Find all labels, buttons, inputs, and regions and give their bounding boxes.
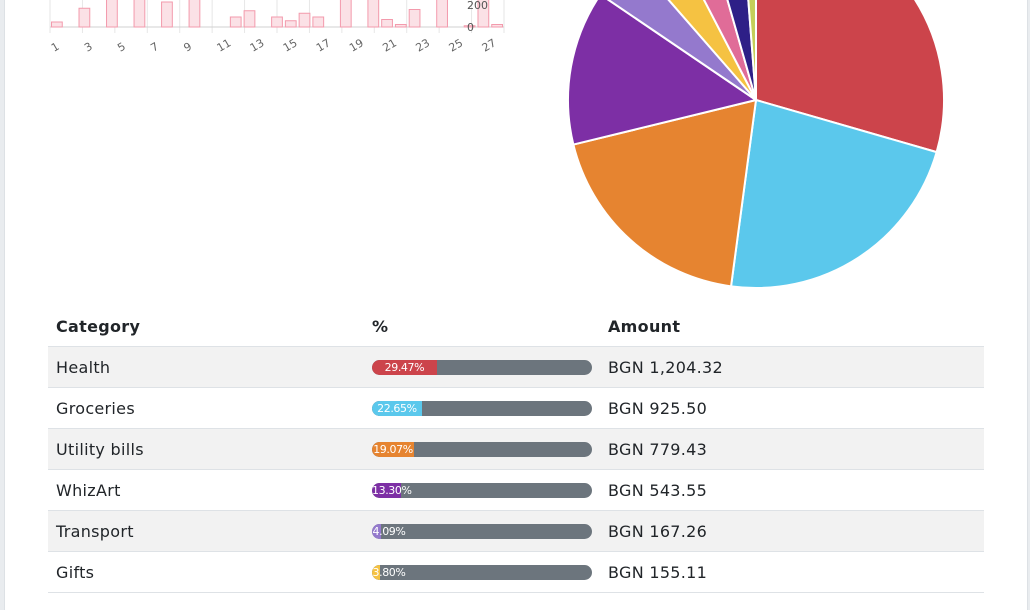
category-pie-chart <box>567 0 945 289</box>
row-category: Health <box>48 346 364 388</box>
pie-slice[interactable] <box>572 98 758 288</box>
bar <box>477 0 490 28</box>
x-tick-label: 25 <box>447 36 466 54</box>
pie-slice[interactable] <box>729 98 938 289</box>
x-tick-label: 1 <box>49 40 62 55</box>
row-category: WhizArt <box>48 469 364 511</box>
x-tick-label: 3 <box>82 40 95 55</box>
row-category: Utility bills <box>48 428 364 470</box>
bar <box>133 0 146 28</box>
row-category: Transport <box>48 510 364 552</box>
bar <box>394 24 407 28</box>
x-tick-label: 7 <box>148 40 161 55</box>
row-category: Gifts <box>48 551 364 593</box>
x-tick-label: 13 <box>248 36 267 54</box>
pie-slice[interactable] <box>669 0 757 101</box>
bar <box>436 0 448 28</box>
row-percent-cell: 3.80% <box>364 551 600 593</box>
row-amount: BGN 155.11 <box>600 551 984 593</box>
header-amount[interactable]: Amount <box>600 306 984 347</box>
bar <box>106 0 118 28</box>
pie-slice[interactable] <box>742 0 757 101</box>
row-category: Groceries <box>48 387 364 429</box>
bar <box>188 0 201 28</box>
percent-progress-bar: 29.47% <box>372 359 592 375</box>
row-amount: BGN 1,204.32 <box>600 346 984 388</box>
bar <box>367 0 380 28</box>
row-percent-cell: 29.47% <box>364 346 600 388</box>
x-tick-label: 19 <box>347 36 366 54</box>
row-amount: BGN 925.50 <box>600 387 984 429</box>
x-tick-label: 27 <box>480 36 499 54</box>
row-amount: BGN 167.26 <box>600 510 984 552</box>
percent-progress-label: 22.65% <box>377 401 417 415</box>
x-tick-label: 15 <box>281 36 300 54</box>
row-percent-cell: 19.07% <box>364 428 600 470</box>
table-row: Utility bills 19.07% BGN 779.43 <box>48 428 984 470</box>
percent-progress-fill <box>372 400 422 416</box>
x-tick-label: 9 <box>182 40 195 55</box>
percent-progress-fill <box>372 441 414 457</box>
bar <box>229 16 242 28</box>
pie-slice[interactable] <box>567 0 759 146</box>
pie-slice[interactable] <box>600 0 757 101</box>
bar <box>271 16 283 28</box>
bar <box>51 21 63 28</box>
table-header-row: Category % Amount <box>48 306 984 347</box>
percent-progress-fill <box>372 564 381 580</box>
row-amount: BGN 543.55 <box>600 469 984 511</box>
header-percent[interactable]: % <box>364 306 600 347</box>
x-tick-label: 21 <box>380 36 399 54</box>
bar <box>339 0 352 28</box>
table-row: Gifts 3.80% BGN 155.11 <box>48 551 984 593</box>
row-percent-cell: 13.30% <box>364 469 600 511</box>
row-percent-cell: 22.65% <box>364 387 600 429</box>
row-amount: BGN 779.43 <box>600 428 984 470</box>
x-tick-label: 5 <box>115 40 128 55</box>
percent-progress-bar: 22.65% <box>372 400 592 416</box>
bar <box>312 16 325 28</box>
table-row: Groceries 22.65% BGN 925.50 <box>48 387 984 429</box>
y-tick-label: 0 <box>467 21 474 34</box>
percent-progress-fill <box>372 359 437 375</box>
bar <box>298 12 311 28</box>
percent-progress-label: 4.09% <box>372 524 406 538</box>
x-tick-label: 11 <box>215 36 234 54</box>
table-row: Transport 4.09% BGN 167.26 <box>48 510 984 552</box>
y-tick-label: 200 <box>467 0 488 12</box>
percent-progress-bar: 13.30% <box>372 482 592 498</box>
percent-progress-fill <box>372 523 381 539</box>
percent-progress-label: 13.30% <box>372 483 412 497</box>
table-row: Health 29.47% BGN 1,204.32 <box>48 346 984 388</box>
row-percent-cell: 4.09% <box>364 510 600 552</box>
category-table: Category % Amount Health 29.47% BGN 1,204.… <box>48 306 984 593</box>
bar <box>78 7 91 28</box>
percent-progress-label: 19.07% <box>373 442 413 456</box>
percent-progress-bar: 19.07% <box>372 441 592 457</box>
pie-slice[interactable] <box>704 0 757 101</box>
pie-slice[interactable] <box>632 0 757 101</box>
percent-progress-bar: 3.80% <box>372 564 592 580</box>
percent-progress-bar: 4.09% <box>372 523 592 539</box>
bar <box>284 20 297 28</box>
header-category[interactable]: Category <box>48 306 364 347</box>
bar <box>408 9 421 28</box>
bar <box>381 19 393 28</box>
x-tick-label: 17 <box>314 36 333 54</box>
bar <box>491 24 504 28</box>
table-row: WhizArt 13.30% BGN 543.55 <box>48 469 984 511</box>
bar <box>243 10 256 28</box>
percent-progress-fill <box>372 482 402 498</box>
bar <box>463 25 476 28</box>
bar <box>161 1 173 28</box>
percent-progress-label: 29.47% <box>384 360 425 374</box>
pie-slice[interactable] <box>755 0 945 154</box>
percent-progress-label: 3.80% <box>372 565 406 579</box>
x-tick-label: 23 <box>413 36 432 54</box>
